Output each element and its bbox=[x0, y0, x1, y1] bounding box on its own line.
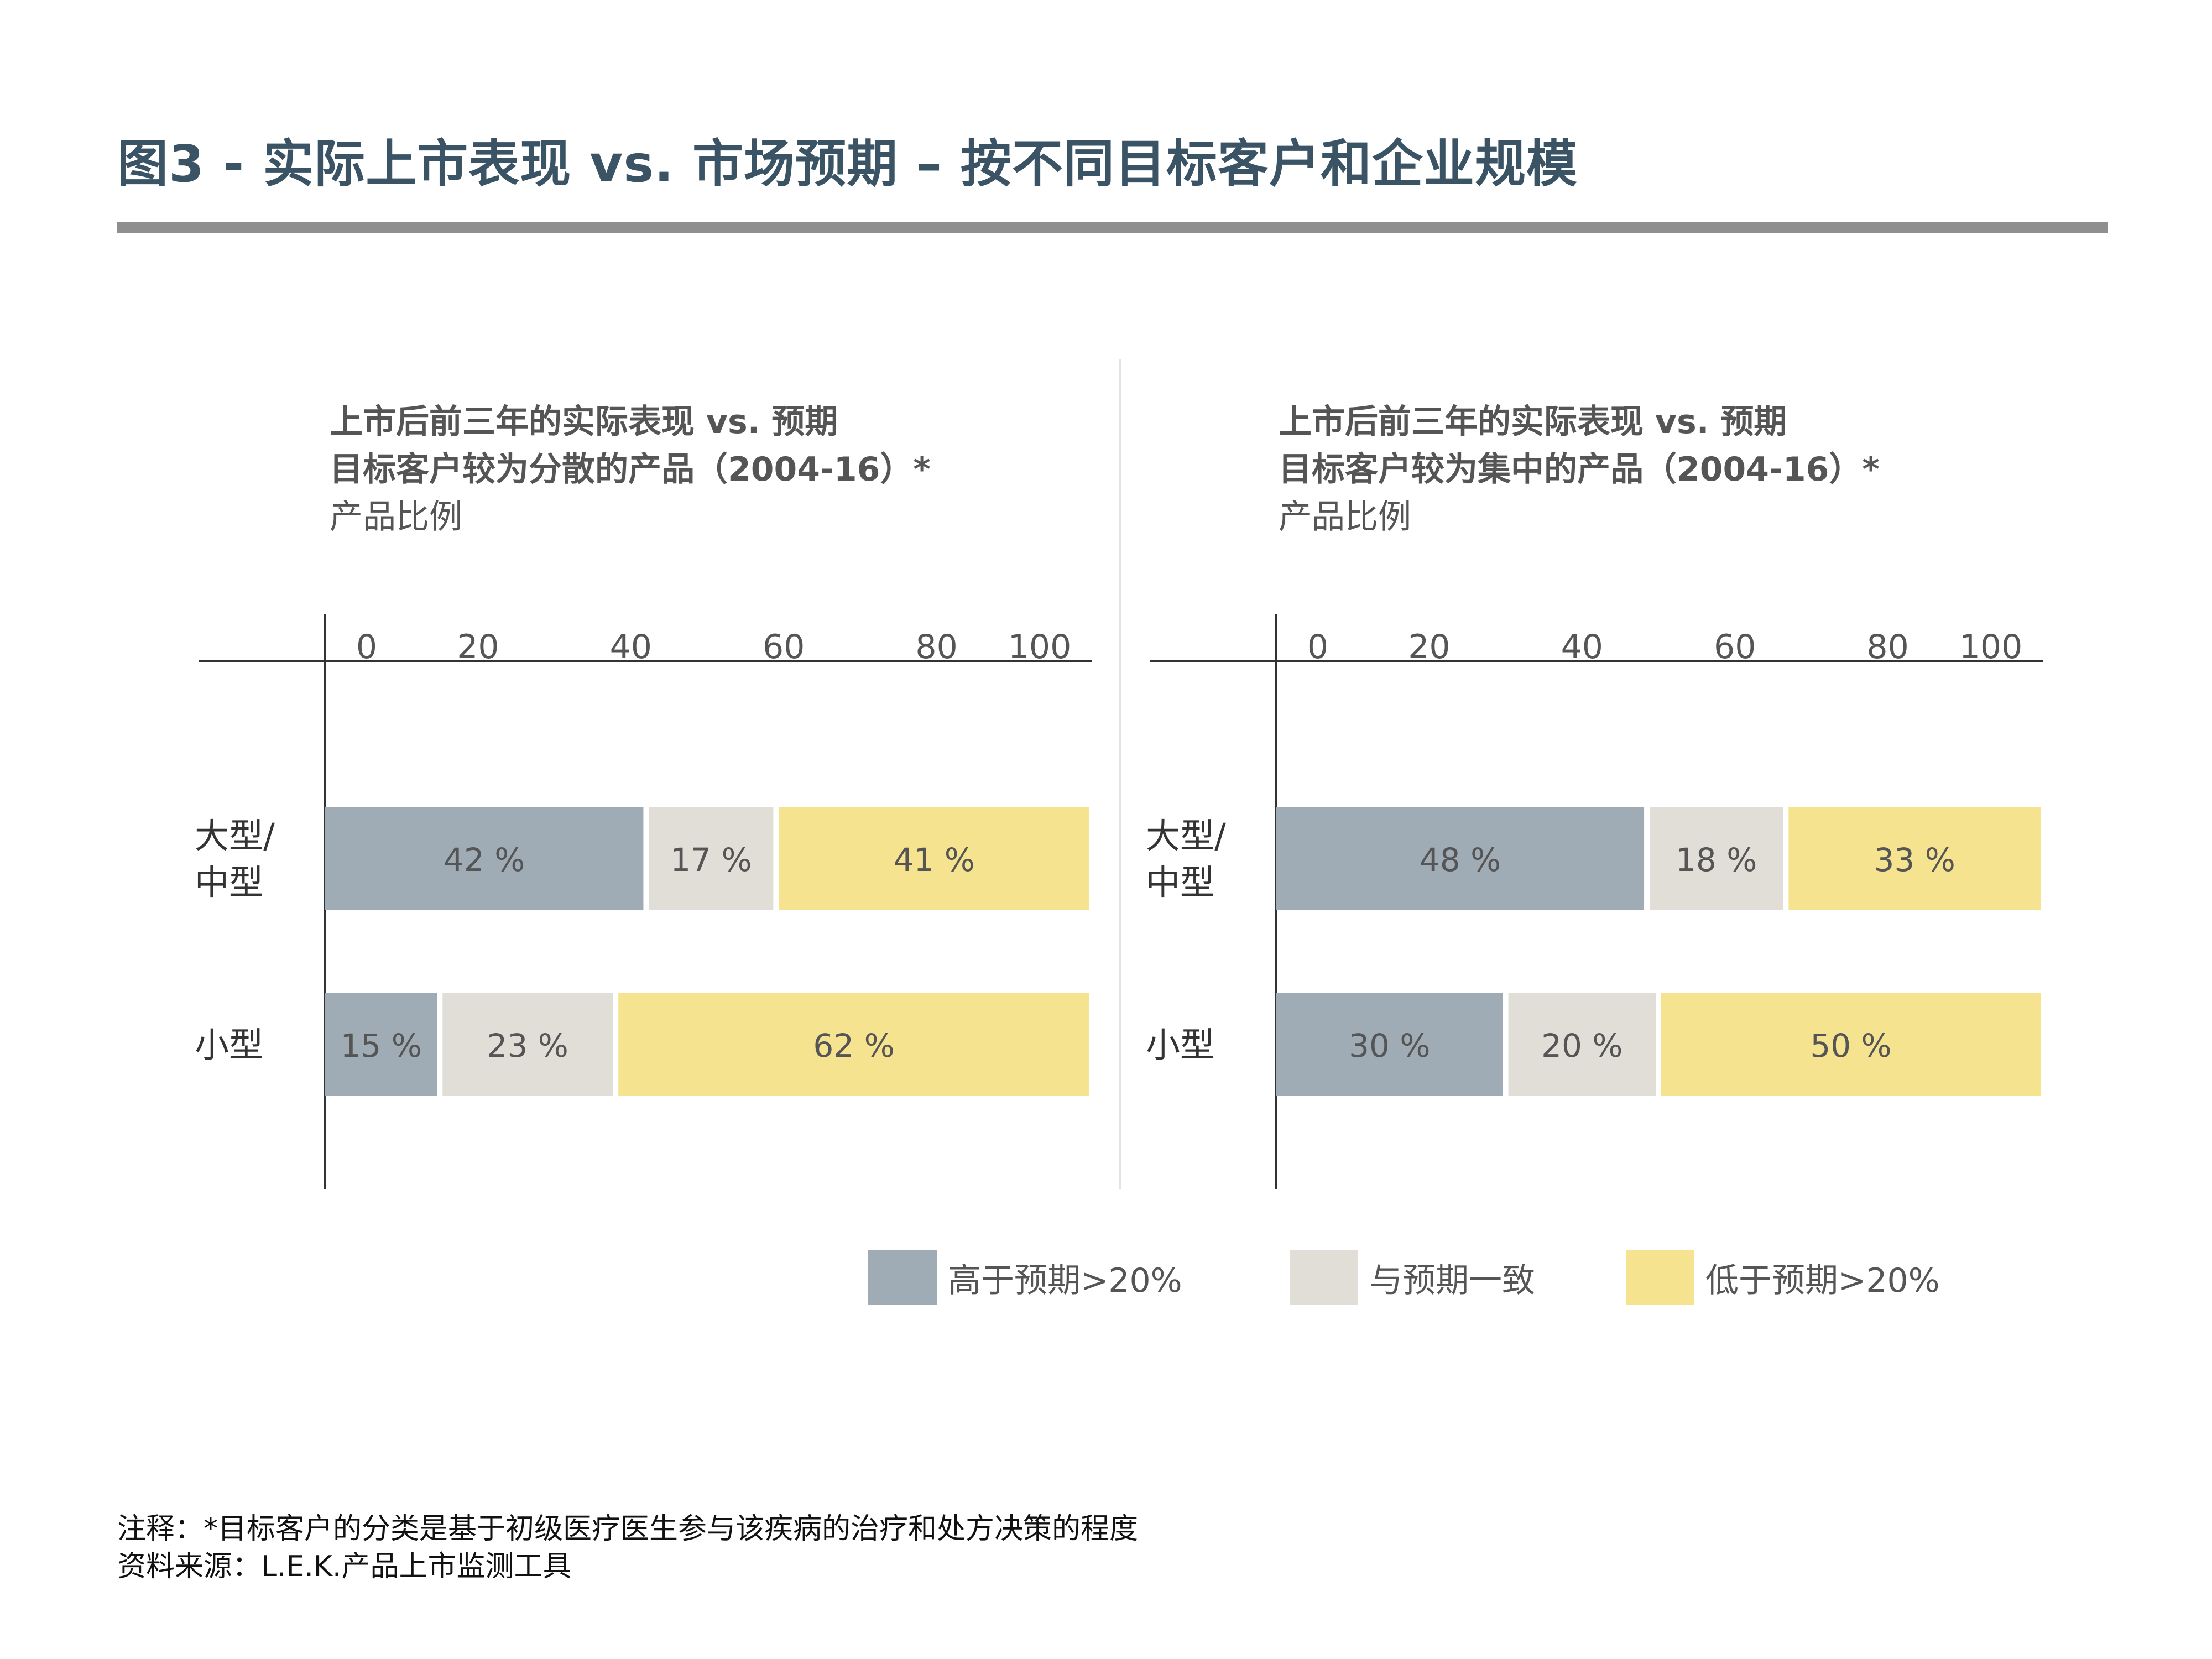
chart-1-tick-label: 20 bbox=[457, 628, 499, 666]
chart-2-tick-label: 60 bbox=[1714, 628, 1756, 666]
chart-1-tick-label: 40 bbox=[610, 628, 652, 666]
chart-1-data-label: 15 % bbox=[340, 1027, 421, 1065]
legend-swatch-below bbox=[1626, 1250, 1694, 1305]
footnote-source: 资料来源：L.E.K.产品上市监测工具 bbox=[117, 1550, 572, 1583]
chart-1-header: 上市后前三年的实际表现 vs. 预期 目标客户较为分散的产品（2004-16）*… bbox=[330, 398, 931, 541]
panel-divider bbox=[1119, 359, 1121, 1189]
chart-2-data-label: 48 % bbox=[1420, 841, 1501, 879]
chart-2-category-label: 中型 bbox=[1146, 862, 1214, 902]
chart-2-data-label: 18 % bbox=[1676, 841, 1757, 879]
chart-1-bar bbox=[325, 807, 644, 910]
chart-2-title-line2: 目标客户较为集中的产品（2004-16）* bbox=[1279, 450, 1880, 489]
chart-1-bar bbox=[618, 993, 1089, 1096]
legend-label-below: 低于预期>20% bbox=[1705, 1261, 1940, 1300]
chart-2-subtitle: 产品比例 bbox=[1279, 498, 1411, 536]
chart-2-bar bbox=[1276, 807, 1645, 910]
chart-2-data-label: 50 % bbox=[1810, 1027, 1891, 1065]
chart-2-tick-label: 0 bbox=[1307, 628, 1328, 666]
legend-item-inline: 与预期一致 bbox=[1290, 1250, 1535, 1305]
chart-1-bar bbox=[779, 807, 1089, 910]
chart-1-category-label: 小型 bbox=[195, 1025, 263, 1065]
legend-label-inline: 与预期一致 bbox=[1369, 1261, 1535, 1300]
chart-1-tick-label: 0 bbox=[356, 628, 377, 666]
chart-1-bar bbox=[649, 807, 774, 910]
chart-2-tick-label: 20 bbox=[1408, 628, 1450, 666]
legend-item-below: 低于预期>20% bbox=[1626, 1250, 1940, 1305]
chart-1-data-label: 42 % bbox=[444, 841, 525, 879]
chart-2-bar bbox=[1788, 807, 2041, 910]
page-title: 图3 - 实际上市表现 vs. 市场预期 – 按不同目标客户和企业规模 bbox=[117, 134, 1578, 194]
legend-swatch-inline bbox=[1290, 1250, 1358, 1305]
chart-2-category-label: 大型/ bbox=[1146, 816, 1226, 856]
chart-1-title-line1: 上市后前三年的实际表现 vs. 预期 bbox=[330, 403, 838, 441]
legend-swatch-above bbox=[868, 1250, 937, 1305]
chart-2-tick-label: 100 bbox=[1959, 628, 2023, 666]
chart-2-tick-label: 40 bbox=[1561, 628, 1603, 666]
footnote-note: 注释：*目标客户的分类是基于初级医疗医生参与该疾病的治疗和处方决策的程度 bbox=[117, 1512, 1139, 1546]
chart-1-data-label: 62 % bbox=[813, 1027, 894, 1065]
chart-1-category-label: 中型 bbox=[195, 862, 263, 902]
chart-2-data-label: 33 % bbox=[1874, 841, 1955, 879]
chart-1-tick-label: 100 bbox=[1008, 628, 1072, 666]
chart-2-header: 上市后前三年的实际表现 vs. 预期 目标客户较为集中的产品（2004-16）*… bbox=[1279, 398, 1880, 541]
chart-1-data-label: 17 % bbox=[670, 841, 752, 879]
title-rule bbox=[117, 222, 2108, 233]
legend-item-above: 高于预期>20% bbox=[868, 1250, 1182, 1305]
chart-2-bar bbox=[1276, 993, 1503, 1096]
chart-2-bar bbox=[1661, 993, 2041, 1096]
chart-2-tick-label: 80 bbox=[1866, 628, 1908, 666]
chart-1-subtitle: 产品比例 bbox=[330, 498, 462, 536]
chart-1-bar bbox=[325, 993, 437, 1096]
chart-1-title-line2: 目标客户较为分散的产品（2004-16）* bbox=[330, 450, 931, 489]
chart-1-bar bbox=[442, 993, 613, 1096]
chart-1-tick-label: 80 bbox=[915, 628, 957, 666]
chart-1-category-label: 大型/ bbox=[195, 816, 275, 856]
chart-1-data-label: 41 % bbox=[894, 841, 975, 879]
chart-2-bar bbox=[1508, 993, 1656, 1096]
legend-label-above: 高于预期>20% bbox=[948, 1261, 1182, 1300]
chart-2-data-label: 20 % bbox=[1541, 1027, 1623, 1065]
chart-2-bar bbox=[1650, 807, 1783, 910]
chart-2-data-label: 30 % bbox=[1349, 1027, 1430, 1065]
chart-1-data-label: 23 % bbox=[487, 1027, 568, 1065]
chart-1-tick-label: 60 bbox=[763, 628, 805, 666]
chart-2-category-label: 小型 bbox=[1146, 1025, 1214, 1065]
chart-2-title-line1: 上市后前三年的实际表现 vs. 预期 bbox=[1279, 403, 1787, 441]
